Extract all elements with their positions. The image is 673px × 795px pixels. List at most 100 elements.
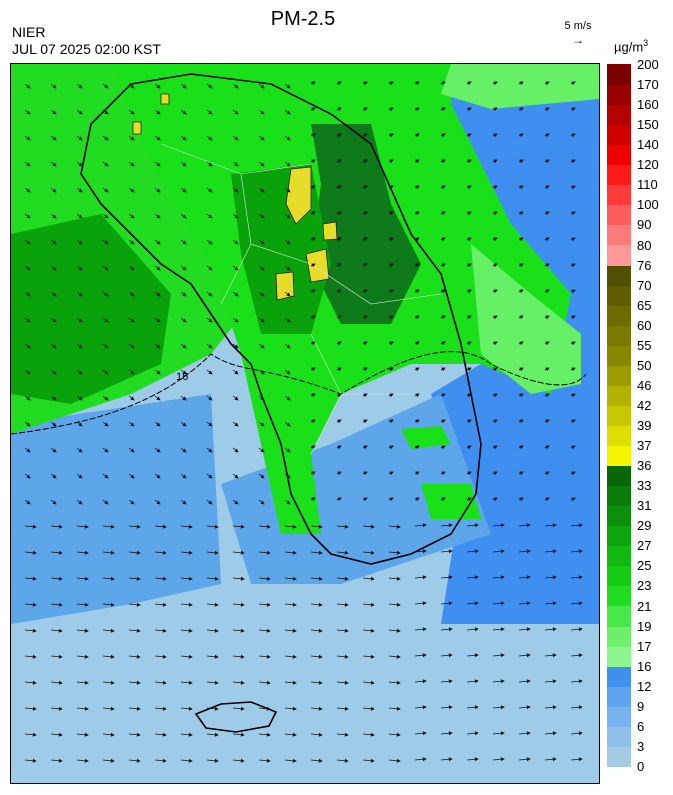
wind-vector [310, 393, 316, 398]
wind-vector [102, 524, 115, 529]
wind-vector [336, 263, 342, 268]
green-zone-dark-west [11, 214, 171, 404]
legend-threshold-label: 200 [637, 57, 659, 72]
wind-vector [336, 445, 342, 450]
wind-vector [388, 393, 394, 398]
wind-vector [570, 471, 576, 476]
wind-vector [310, 524, 323, 529]
wind-vector [102, 447, 109, 453]
legend-swatch [607, 605, 631, 627]
wind-vector [310, 289, 316, 294]
legend-threshold-label: 9 [637, 698, 645, 714]
wind-vector [466, 367, 472, 372]
contour-label: 16 [176, 371, 188, 383]
wind-vector [362, 159, 368, 164]
wind-vector [544, 653, 557, 658]
legend-threshold-label: 29 [637, 518, 652, 534]
wind-vector [128, 732, 141, 737]
wind-vector [232, 524, 245, 529]
wind-vector [284, 499, 291, 505]
wind-vector [154, 317, 161, 323]
wind-vector [24, 447, 31, 453]
wind-vector [544, 159, 550, 164]
wind-vector [414, 159, 420, 164]
wind-vector [310, 471, 316, 476]
wind-vector [492, 419, 498, 424]
wind-vector [440, 107, 446, 112]
wind-vector [362, 211, 368, 216]
yellow-patch-5 [132, 93, 170, 135]
wind-vector [440, 757, 453, 762]
wind-vector [466, 601, 479, 606]
wind-vector [518, 575, 531, 580]
wind-vector [336, 576, 349, 581]
page-title: PM-2.5 [270, 8, 336, 30]
wind-vector [258, 239, 265, 245]
wind-vector [50, 654, 63, 659]
wind-vector [232, 291, 239, 297]
wind-vector [518, 159, 524, 164]
wind-vector [258, 265, 265, 271]
wind-vector [388, 81, 394, 86]
wind-vector [362, 185, 368, 190]
wind-vector [518, 315, 524, 320]
wind-vector [258, 550, 271, 555]
wind-vector [388, 315, 394, 320]
legend-threshold-label: 55 [637, 337, 652, 353]
wind-vector [76, 421, 83, 427]
legend-threshold-label: 21 [637, 598, 652, 614]
wind-vector [336, 471, 342, 476]
wind-vector [206, 473, 213, 479]
wind-vector [154, 369, 161, 375]
wind-vector [310, 237, 316, 242]
wind-vector [544, 289, 550, 294]
legend-swatch [607, 164, 631, 186]
wind-vector [310, 133, 316, 138]
wind-vector [206, 161, 213, 167]
wind-vector [518, 497, 524, 502]
wind-vector [388, 133, 394, 138]
legend-threshold-label: 170 [637, 77, 659, 93]
wind-vector [336, 315, 342, 320]
wind-vector [24, 109, 31, 115]
wind-vector [570, 107, 576, 112]
wind-vector [258, 161, 265, 167]
legend-threshold-label: 12 [637, 678, 652, 694]
wind-vector [76, 187, 83, 193]
wind-vector [128, 395, 135, 401]
wind-vector [492, 107, 498, 112]
wind-vector [518, 185, 524, 190]
wind-vector [206, 109, 213, 115]
wind-vector [102, 395, 109, 401]
wind-vector [310, 445, 316, 450]
wind-vector [310, 550, 323, 555]
legend-swatch [607, 384, 631, 406]
wind-vector [362, 706, 375, 711]
wind-vector [128, 83, 135, 89]
wind-vector [518, 211, 524, 216]
wind-vector [76, 550, 89, 555]
wind-vector [232, 473, 239, 479]
legend-threshold-label: 17 [637, 638, 652, 654]
wind-vector [180, 343, 187, 349]
wind-vector [50, 421, 57, 427]
wind-vector [492, 653, 505, 658]
wind-vector [50, 706, 63, 711]
wind-vector [154, 473, 161, 479]
wind-vector [284, 447, 291, 453]
wind-vector [128, 135, 135, 141]
wind-vector [284, 83, 291, 89]
wind-vector [544, 627, 557, 632]
wind-vector [128, 758, 141, 763]
wind-vector [258, 109, 265, 115]
wind-vector [180, 680, 193, 685]
admin-boundaries [160, 143, 442, 455]
wind-vector [440, 731, 453, 736]
wind-vector [388, 680, 401, 685]
wind-vector [206, 680, 219, 685]
wind-vector [518, 705, 531, 710]
wind-vector [570, 757, 583, 762]
wind-vector [154, 758, 167, 763]
wind-vector [388, 263, 394, 268]
wind-vector [258, 524, 271, 529]
